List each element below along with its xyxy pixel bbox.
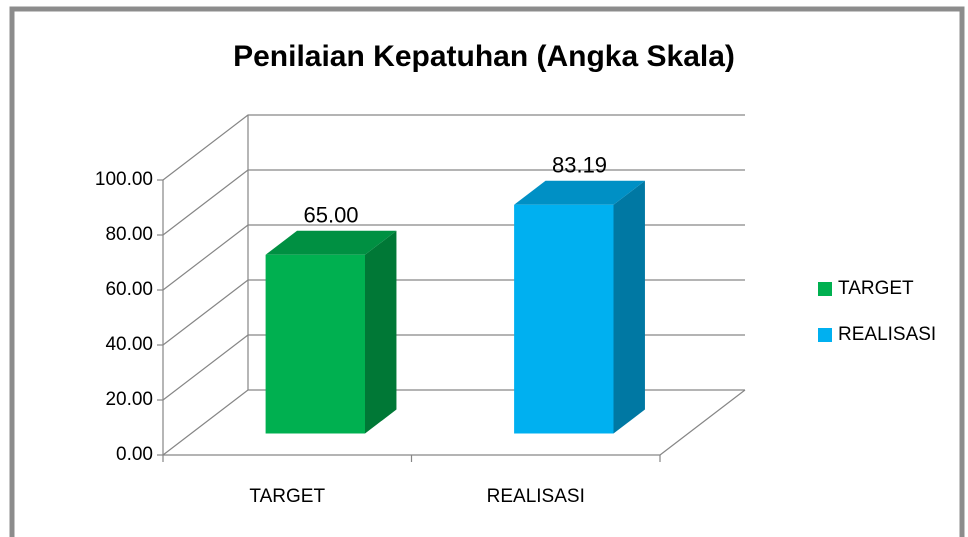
y-tick-label: 0.00 bbox=[116, 444, 153, 465]
chart-frame bbox=[9, 6, 965, 537]
chart-title: Penilaian Kepatuhan (Angka Skala) bbox=[233, 40, 735, 73]
y-tick-label: 60.00 bbox=[105, 279, 153, 300]
bar-top bbox=[265, 230, 397, 255]
grid-line bbox=[162, 114, 745, 181]
legend-swatch bbox=[818, 328, 832, 342]
y-tick-label: 20.00 bbox=[105, 389, 153, 410]
x-tick-label: TARGET bbox=[249, 486, 325, 507]
y-tick-label: 100.00 bbox=[95, 169, 153, 190]
bar bbox=[265, 254, 365, 434]
bar-side bbox=[613, 180, 645, 434]
bar-side bbox=[365, 230, 397, 434]
legend-label: TARGET bbox=[838, 278, 914, 299]
legend-swatch bbox=[818, 282, 832, 296]
data-label: 65.00 bbox=[303, 203, 358, 228]
bar-top bbox=[514, 180, 645, 205]
bar bbox=[514, 204, 614, 434]
grid-line bbox=[162, 169, 745, 236]
data-label: 83.19 bbox=[552, 153, 607, 178]
x-tick-label: REALISASI bbox=[487, 486, 585, 507]
legend-label: REALISASI bbox=[838, 324, 936, 345]
y-tick-label: 80.00 bbox=[105, 224, 153, 245]
y-tick-label: 40.00 bbox=[105, 334, 153, 355]
